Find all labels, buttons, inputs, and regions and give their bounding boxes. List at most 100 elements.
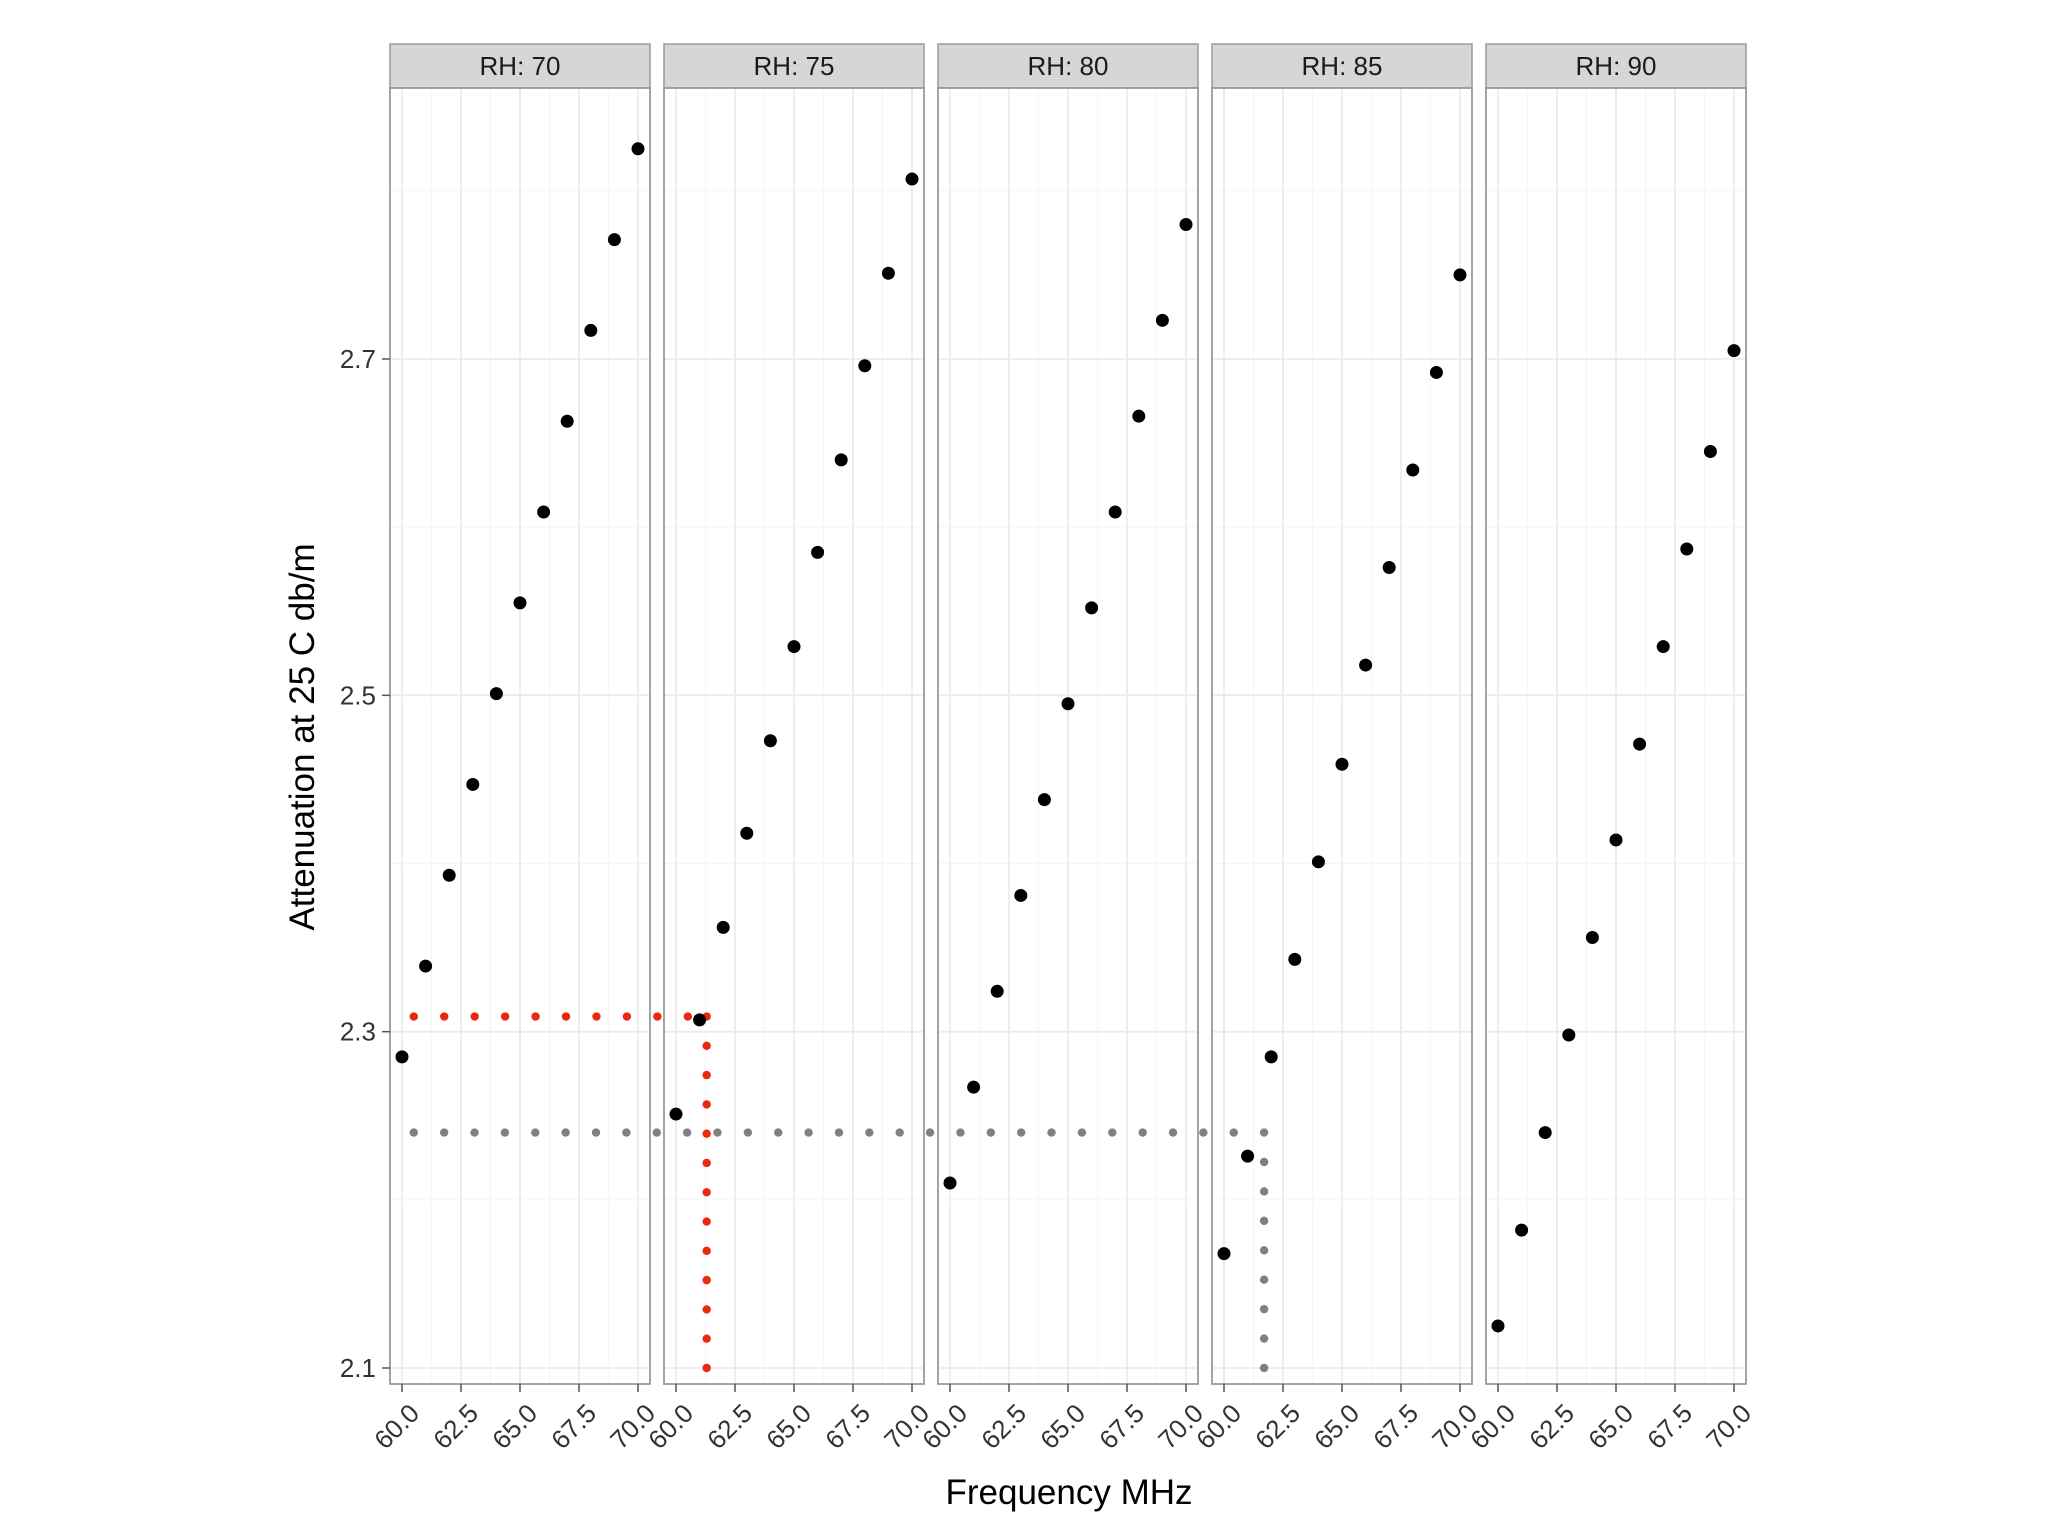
annotation-dot [561,1012,571,1021]
annotation-dot [1259,1187,1269,1196]
data-point [1179,217,1193,231]
x-tick-label: 65.0 [486,1398,543,1455]
x-tick-label: 60.0 [368,1398,425,1455]
y-tick-label: 2.5 [340,680,376,710]
data-point [489,687,503,701]
facet-strip [937,43,1199,89]
annotation-dot [1168,1128,1178,1137]
annotation-dot [702,1129,711,1138]
annotation-dot [1259,1216,1269,1226]
annotation-dot [683,1012,692,1021]
data-point [1656,640,1670,654]
y-tick-label: 2.1 [340,1353,376,1383]
data-point [787,640,801,654]
annotation-dot [1259,1157,1269,1167]
data-point [1633,737,1647,751]
facet-strip-label: RH: 80 [1028,51,1109,81]
x-tick-label: 62.5 [1249,1398,1306,1455]
annotation-dot [1077,1128,1087,1137]
data-point [881,266,895,280]
facet-strip-label: RH: 75 [754,51,835,81]
facet-strip-label: RH: 90 [1576,51,1657,81]
data-point [740,826,754,840]
annotation-dot [774,1128,783,1137]
annotation-dot [531,1012,540,1021]
data-point [466,777,480,791]
annotation-dot [409,1128,418,1137]
data-point [1335,757,1349,771]
annotation-dot [702,1100,711,1109]
annotation-dot [1259,1246,1269,1255]
data-point [967,1080,981,1094]
data-point [1108,505,1122,519]
annotation-dot [409,1012,418,1021]
y-tick-label: 2.7 [340,344,376,374]
data-point [1359,658,1373,672]
x-tick-label: 67.5 [819,1398,876,1455]
data-point [1609,833,1623,847]
annotation-dot [804,1128,813,1137]
annotation-dot [702,1217,711,1226]
data-point [1061,697,1075,711]
data-point [693,1013,707,1027]
annotation-dot [1108,1128,1117,1137]
data-point [1453,268,1467,282]
data-point [811,545,825,559]
data-point [1585,930,1599,944]
y-axis-title: Attenuation at 25 C db/m [283,543,322,930]
annotation-dot [895,1128,904,1137]
annotation-dot [500,1128,510,1137]
annotation-dot [702,1275,711,1285]
annotation-dot [440,1012,449,1021]
data-point [1241,1149,1255,1163]
x-tick-label: 60.0 [916,1398,973,1455]
data-point [419,959,433,973]
data-point [1703,444,1717,458]
annotation-dot [865,1128,874,1137]
annotation-dot [1259,1334,1269,1343]
facet-panel: RH: 90 60.0 62.5 65.0 67.5 70.0 [1464,43,1757,1455]
annotation-dot [1259,1128,1269,1137]
data-point [1680,542,1694,556]
annotation-dot [1229,1128,1238,1137]
x-tick-label: 65.0 [1308,1398,1365,1455]
data-point [1429,365,1443,379]
data-point [537,505,551,519]
data-point [395,1050,409,1064]
data-point [1217,1247,1231,1261]
annotation-dot [702,1305,711,1314]
x-tick-label: 62.5 [701,1398,758,1455]
annotation-dot [702,1041,711,1051]
annotation-dot [682,1128,692,1137]
annotation-dot [1047,1128,1056,1137]
data-point [1014,888,1028,902]
data-point [607,233,621,247]
data-point [584,323,598,337]
annotation-layer [409,1012,1269,1373]
annotation-dot [591,1128,601,1137]
annotation-dot [702,1363,711,1373]
data-point [716,920,730,934]
annotation-dot [743,1128,753,1137]
data-point [943,1176,957,1190]
data-point [1562,1028,1576,1042]
facet-strip-label: RH: 85 [1302,51,1383,81]
x-tick-label: 60.0 [1190,1398,1247,1455]
data-point [1727,344,1741,358]
x-tick-label: 62.5 [1523,1398,1580,1455]
annotation-dot [1259,1363,1269,1373]
x-tick-label: 67.5 [1093,1398,1150,1455]
data-point [631,142,645,156]
facet-strip [389,43,651,89]
data-point [834,453,848,467]
annotation-dot [653,1012,662,1021]
facet-strip [1485,43,1747,89]
annotation-dot [986,1128,996,1137]
facet-strip-label: RH: 70 [480,51,561,81]
annotation-dot [1259,1304,1269,1314]
